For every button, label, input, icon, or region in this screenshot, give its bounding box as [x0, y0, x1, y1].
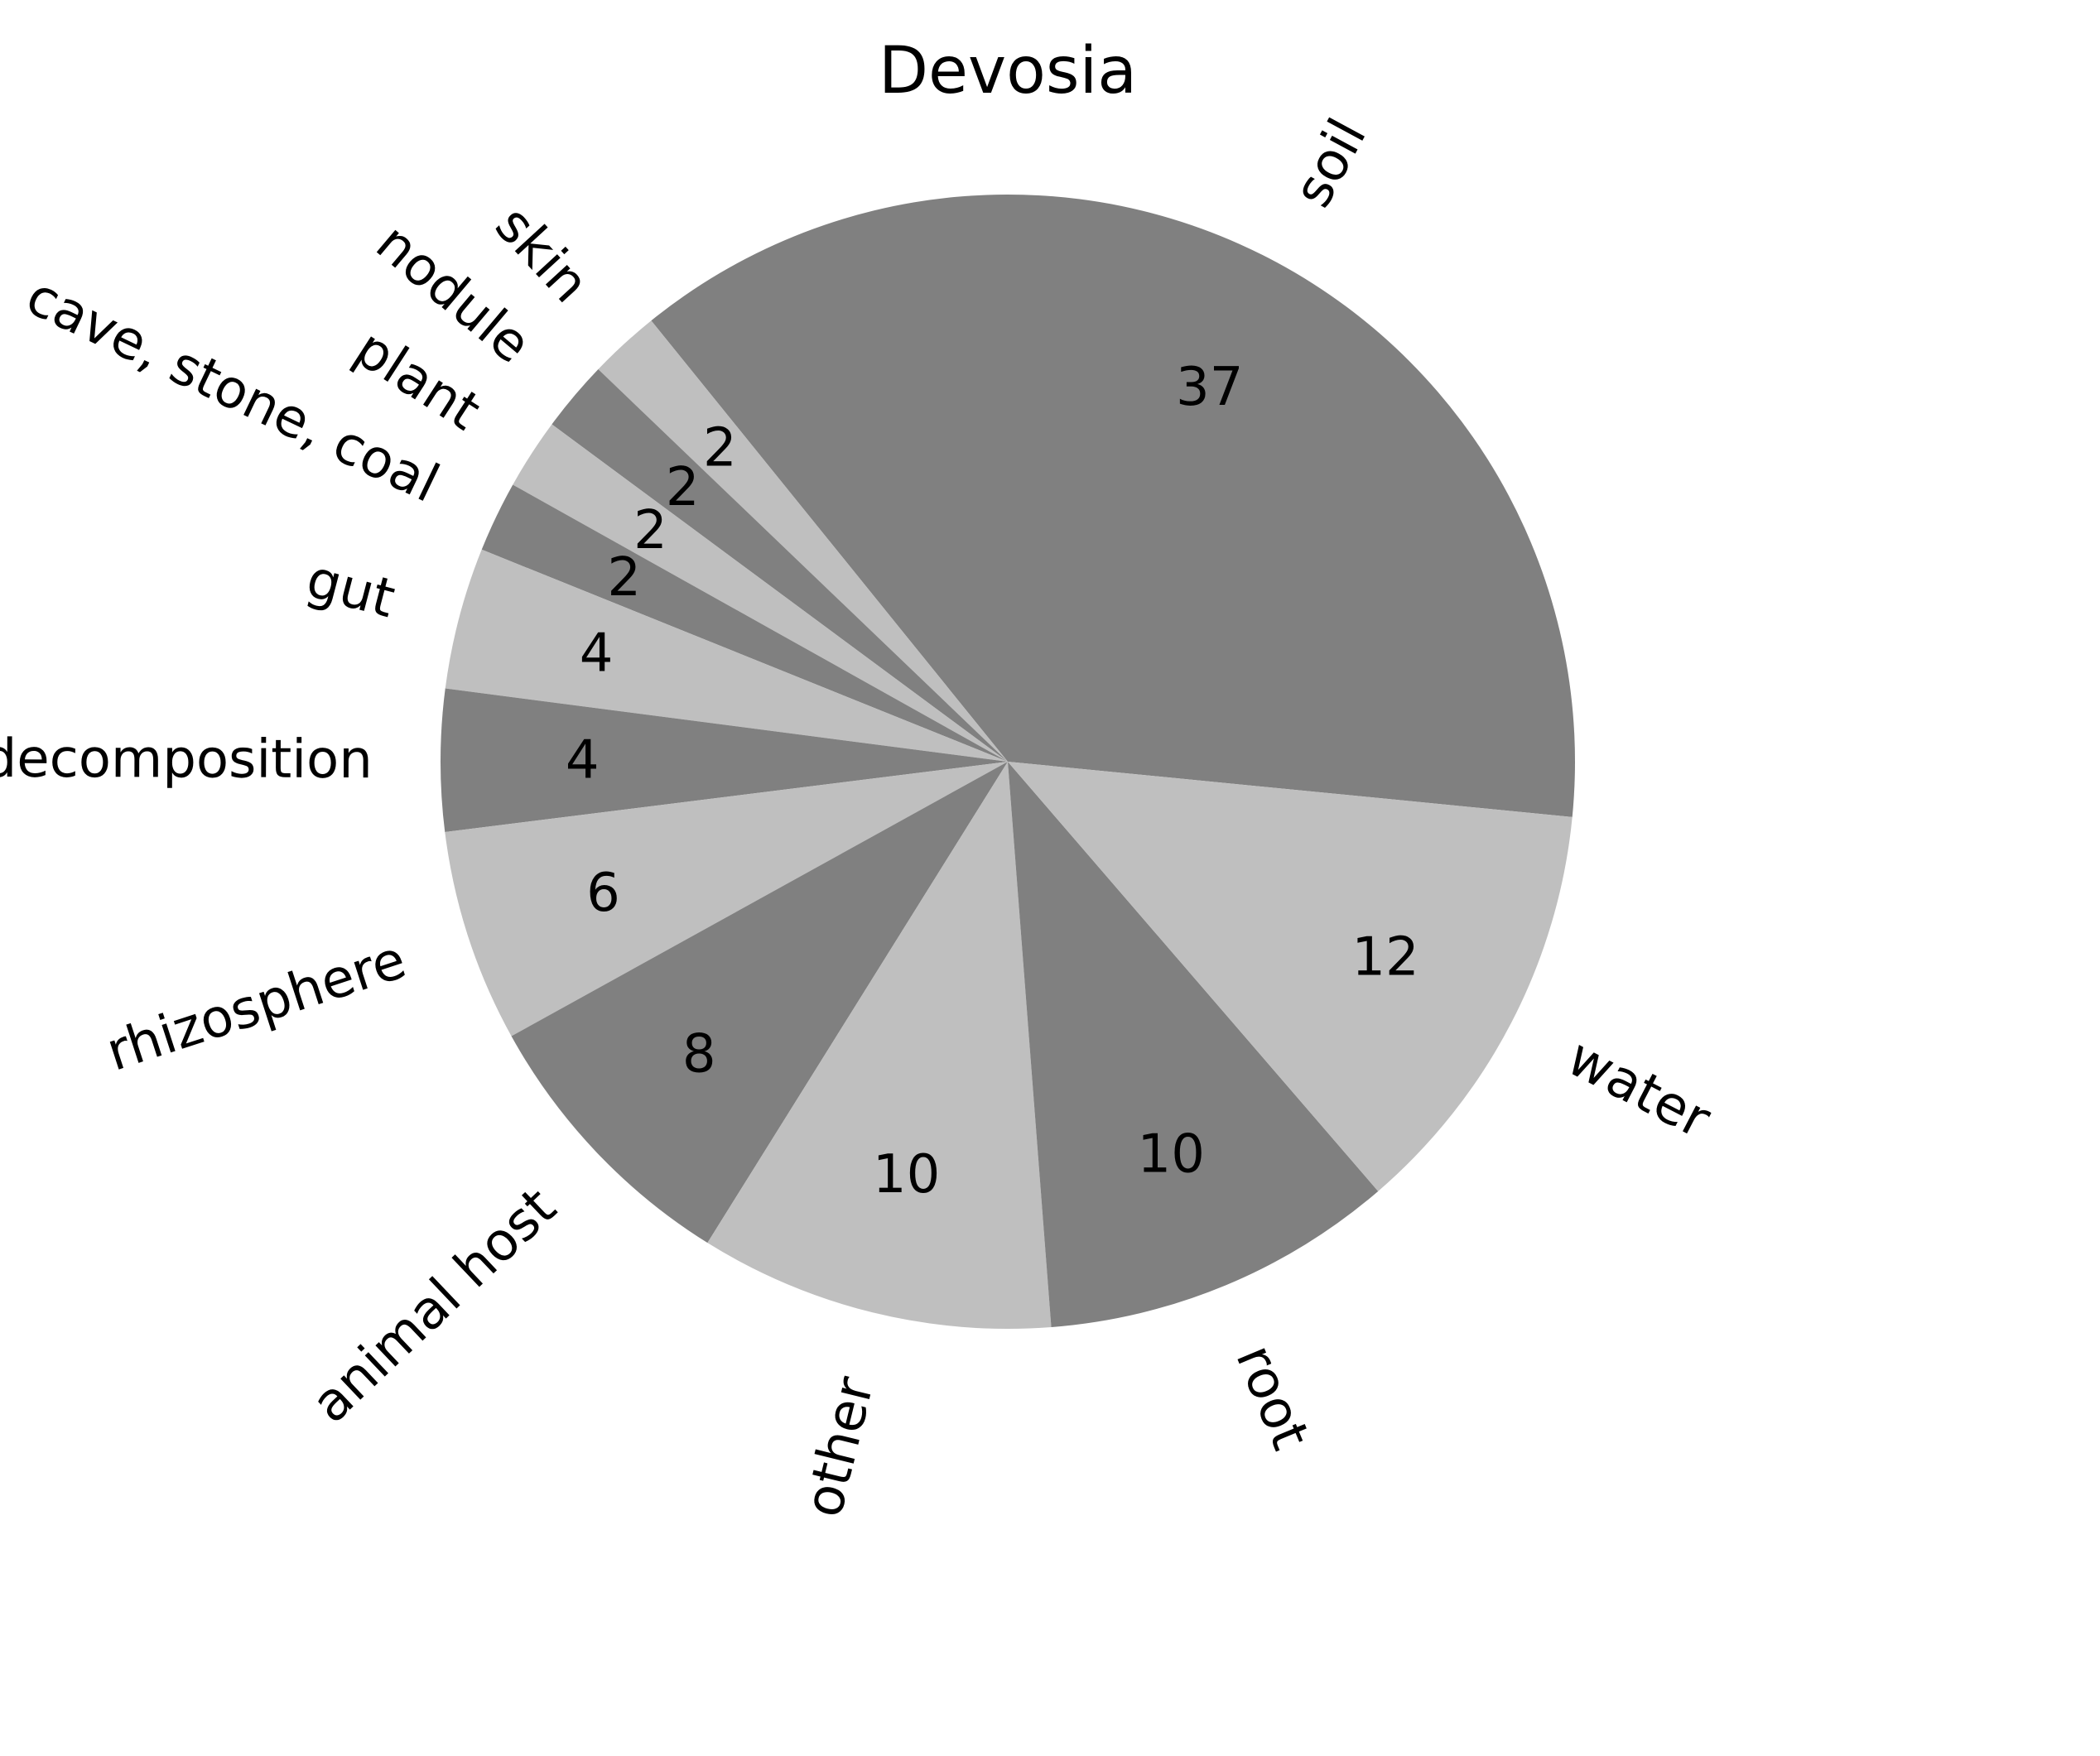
value-label-soil: 37: [1176, 357, 1243, 418]
pie-slice-decomposition: [440, 688, 1008, 832]
value-label-gut: 4: [580, 623, 614, 685]
pie-slice-water: [1008, 762, 1573, 1191]
pie-slice-rhizosphere: [445, 762, 1008, 1037]
category-label-water: water: [1558, 1027, 1721, 1151]
value-label-water: 12: [1351, 927, 1418, 989]
pie-slices: [440, 194, 1575, 1329]
value-label-plant: 2: [633, 500, 667, 561]
value-label-nodule: 2: [666, 457, 700, 518]
pie-slice-animal-host: [511, 762, 1008, 1244]
category-label-soil: soil: [1282, 109, 1378, 217]
value-label-root: 10: [1138, 1123, 1205, 1185]
category-label-decomposition: decomposition: [0, 729, 373, 791]
category-label-other: other: [793, 1371, 887, 1523]
value-label-animal-host: 8: [682, 1024, 716, 1085]
pie-slice-plant: [513, 424, 1008, 762]
pie-slice-nodule: [551, 369, 1008, 762]
value-label-decomposition: 4: [566, 730, 600, 791]
category-label-animal-host: animal host: [301, 1176, 568, 1435]
category-label-root: root: [1223, 1336, 1321, 1458]
pie-slice-other: [707, 762, 1052, 1329]
pie-slice-soil: [651, 194, 1575, 817]
category-label-gut: gut: [301, 549, 402, 631]
value-label-cave-stone-coal: 2: [607, 547, 641, 609]
value-label-rhizosphere: 6: [586, 863, 620, 924]
pie-slice-gut: [445, 549, 1008, 762]
pie-slice-cave-stone-coal: [481, 484, 1008, 762]
chart-title: Devosia: [879, 34, 1137, 108]
pie-slice-skin: [598, 320, 1008, 762]
pie-slice-root: [1008, 762, 1379, 1327]
value-label-skin: 2: [703, 418, 737, 479]
value-label-other: 10: [873, 1144, 940, 1205]
category-label-rhizosphere: rhizosphere: [99, 929, 413, 1083]
